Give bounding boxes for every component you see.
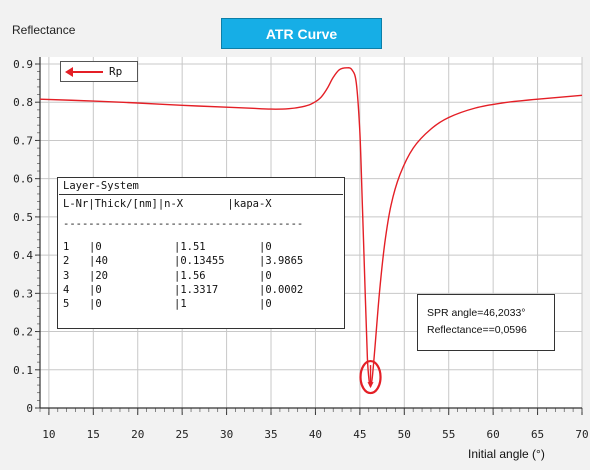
x-tick-label: 35 [264,428,277,441]
table-cell-k: |0 [259,269,272,282]
x-tick-label: 10 [42,428,55,441]
x-tick-label: 15 [87,428,100,441]
table-cell-n: |1 [174,298,187,311]
y-tick-label: 0.8 [13,96,33,109]
table-cell-n: |1.51 [174,241,206,253]
y-tick-label: 0.4 [13,249,33,262]
spr-info-box: SPR angle=46,2033° Reflectance==0,0596 [417,294,555,351]
axes: 00.10.20.30.40.50.60.70.80.910 15 20 25 30 35… [13,57,589,441]
y-axis-label: Reflectance [12,23,76,37]
x-tick-label: 45 [353,428,366,441]
x-tick-label: 55 [442,428,455,441]
x-tick-label: 30 [220,428,233,441]
chart-title[interactable]: ATR Curve [221,18,382,49]
table-cell-k: |3.9865 [259,255,304,268]
divider [59,194,343,195]
x-tick-label: 60 [487,428,500,441]
table-cell-n: |0.13455 [174,255,225,268]
layer-system-table: Layer-System L-Nr|Thick/[nm]|n-X |kapa-X… [57,177,345,329]
spr-minimum-arrowhead [367,382,374,389]
table-cell-k: |0.0002 [259,283,304,296]
layer-table-title: Layer-System [63,180,139,192]
series-line-rp [39,67,583,387]
table-cell-k: |0 [259,298,272,311]
table-cell-nr: 5 [63,298,70,311]
table-cell-n: |1.56 [174,269,206,282]
layer-table-header: L-Nr|Thick/[nm]|n-X |kapa-X [63,198,272,210]
y-tick-label: 0.1 [13,364,33,377]
y-tick-label: 0.9 [13,58,33,71]
table-cell-thick: |0 [89,283,102,296]
table-cell-nr: 2 [63,255,70,268]
table-cell-nr: 1 [63,241,70,253]
x-tick-label: 25 [176,428,189,441]
legend-label: Rp [109,65,123,78]
y-tick-label: 0 [26,402,33,415]
table-cell-nr: 4 [63,283,70,296]
series-layer [39,67,583,395]
x-axis-label: Initial angle (°) [468,447,545,461]
x-tick-label: 50 [398,428,411,441]
spr-minimum-circle [359,359,382,395]
table-cell-thick: |0 [89,241,102,253]
x-tick-label: 65 [531,428,544,441]
y-tick-label: 0.2 [13,326,33,339]
layer-table-separator: -------------------------------------- [63,218,304,230]
x-tick-label: 20 [131,428,144,441]
table-cell-n: |1.3317 [174,283,219,296]
table-cell-thick: |40 [89,255,108,268]
legend-arrow-icon [65,65,103,79]
y-tick-label: 0.6 [13,173,33,186]
legend: Rp [60,61,138,82]
spr-reflectance-text: Reflectance==0,0596 [427,324,527,336]
table-cell-thick: |20 [89,269,108,282]
spr-angle-text: SPR angle=46,2033° [427,307,526,319]
x-tick-label: 70 [575,428,588,441]
table-cell-k: |0 [259,241,272,253]
x-tick-label: 40 [309,428,322,441]
y-tick-label: 0.7 [13,134,33,147]
table-cell-thick: |0 [89,298,102,311]
y-tick-label: 0.5 [13,211,33,224]
table-cell-nr: 3 [63,269,70,282]
y-tick-label: 0.3 [13,287,33,300]
